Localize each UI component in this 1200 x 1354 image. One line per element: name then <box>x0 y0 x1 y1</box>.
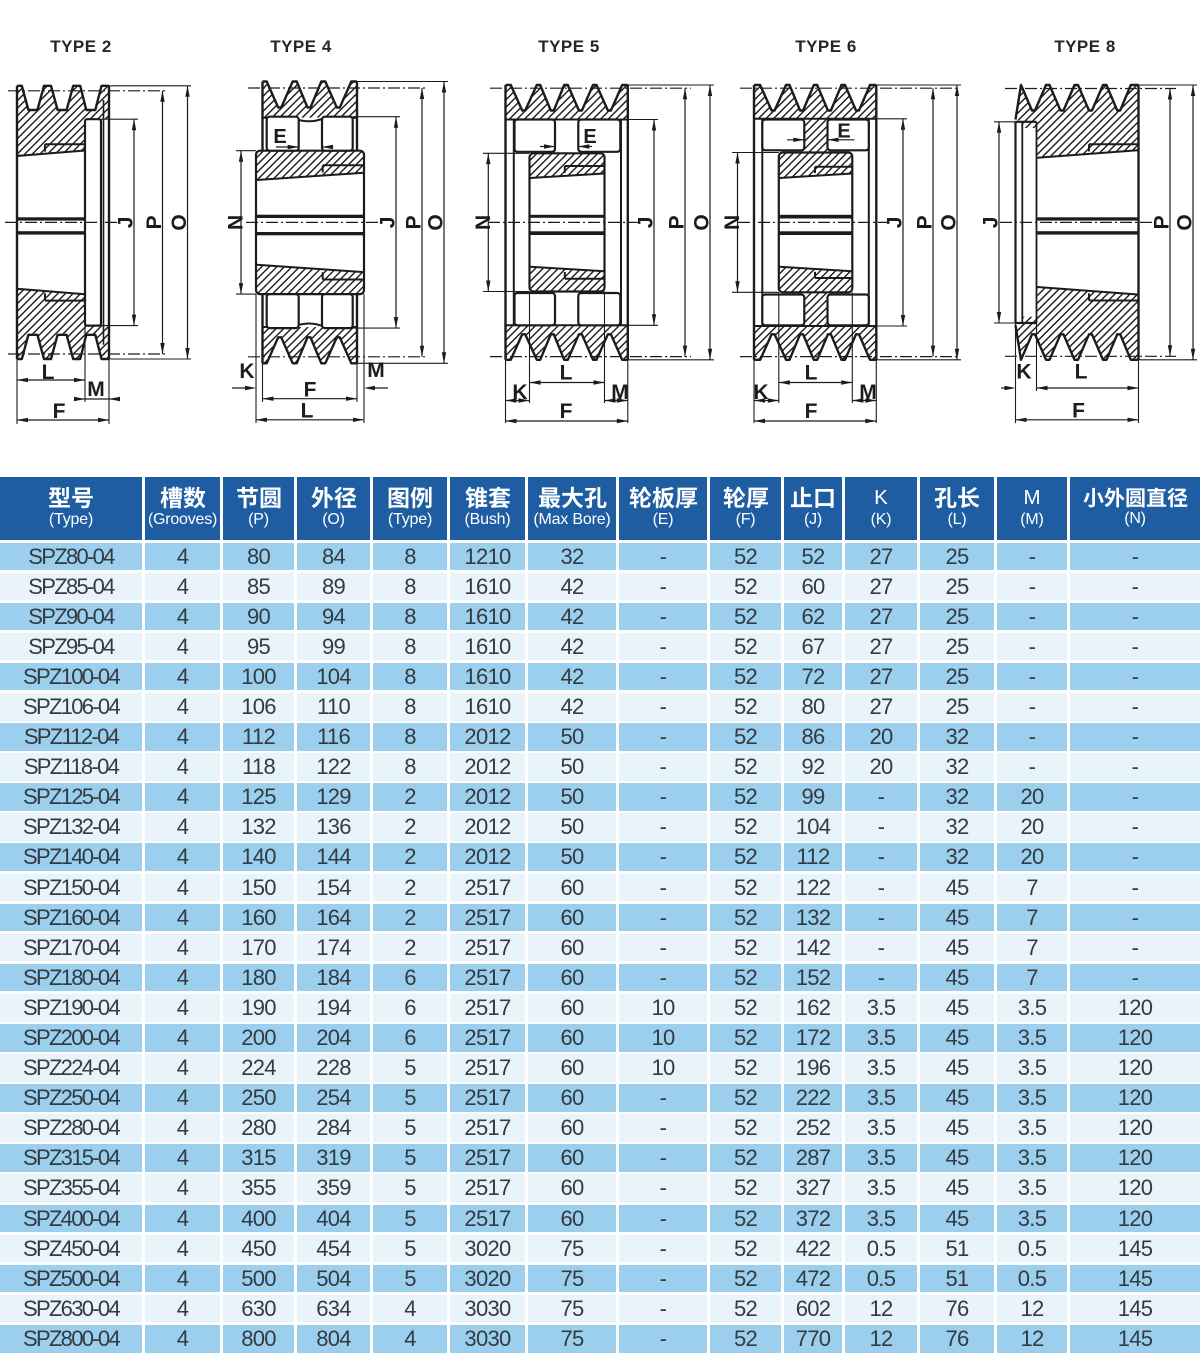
svg-text:TYPE 6: TYPE 6 <box>795 37 857 56</box>
svg-text:J: J <box>884 217 907 229</box>
svg-text:O: O <box>425 214 448 230</box>
svg-text:L: L <box>301 400 314 423</box>
svg-text:F: F <box>1072 400 1085 423</box>
svg-text:J: J <box>377 217 400 229</box>
svg-text:N: N <box>225 215 248 230</box>
svg-text:P: P <box>1151 215 1174 229</box>
svg-text:O: O <box>691 214 714 230</box>
svg-text:P: P <box>403 215 426 229</box>
svg-text:E: E <box>273 126 286 148</box>
svg-text:E: E <box>837 121 850 143</box>
svg-text:E: E <box>583 126 596 148</box>
svg-text:M: M <box>87 378 105 401</box>
svg-text:M: M <box>367 359 385 382</box>
svg-text:J: J <box>980 217 1003 229</box>
svg-text:N: N <box>721 215 744 230</box>
svg-text:K: K <box>512 381 527 404</box>
svg-text:TYPE 4: TYPE 4 <box>270 37 332 56</box>
svg-text:N: N <box>472 215 495 230</box>
svg-text:O: O <box>1174 214 1197 230</box>
svg-text:L: L <box>560 362 573 385</box>
svg-text:F: F <box>805 400 818 423</box>
svg-text:J: J <box>635 217 658 229</box>
svg-text:K: K <box>753 381 768 404</box>
svg-text:F: F <box>560 400 573 423</box>
svg-text:L: L <box>42 361 55 384</box>
svg-text:O: O <box>168 214 191 230</box>
svg-text:L: L <box>805 362 818 385</box>
svg-text:P: P <box>914 215 937 229</box>
svg-text:M: M <box>859 381 877 404</box>
svg-text:K: K <box>1016 361 1031 384</box>
svg-text:F: F <box>53 400 66 423</box>
svg-text:L: L <box>1075 361 1088 384</box>
svg-text:J: J <box>115 217 138 229</box>
svg-text:F: F <box>304 379 317 402</box>
svg-text:TYPE 8: TYPE 8 <box>1054 37 1116 56</box>
svg-text:TYPE 5: TYPE 5 <box>538 37 600 56</box>
svg-text:K: K <box>239 360 254 383</box>
svg-text:O: O <box>938 214 961 230</box>
svg-text:M: M <box>611 381 629 404</box>
svg-text:P: P <box>143 215 166 229</box>
svg-text:P: P <box>666 215 689 229</box>
svg-text:TYPE 2: TYPE 2 <box>50 37 112 56</box>
